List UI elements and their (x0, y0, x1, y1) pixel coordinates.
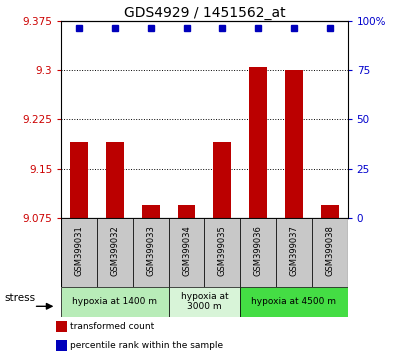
Bar (169, 287, 240, 317)
Bar (56, 340, 67, 351)
Bar (70, 142, 88, 218)
Text: percentile rank within the sample: percentile rank within the sample (70, 341, 223, 350)
Bar (61, 287, 169, 317)
Text: stress: stress (5, 293, 36, 303)
Bar (321, 205, 339, 218)
Bar (142, 205, 160, 218)
Text: GSM399031: GSM399031 (75, 225, 84, 276)
Text: transformed count: transformed count (70, 322, 154, 331)
Text: GSM399037: GSM399037 (290, 225, 298, 276)
Bar (61, 218, 97, 287)
Bar (205, 218, 240, 287)
Text: GSM399036: GSM399036 (254, 225, 263, 276)
Text: hypoxia at 1400 m: hypoxia at 1400 m (72, 297, 158, 306)
Bar (133, 218, 169, 287)
Bar (106, 142, 124, 218)
Text: GSM399035: GSM399035 (218, 225, 227, 276)
Bar (240, 218, 276, 287)
Text: hypoxia at
3000 m: hypoxia at 3000 m (181, 292, 228, 312)
Text: GSM399033: GSM399033 (146, 225, 155, 276)
Bar (276, 218, 312, 287)
Text: GSM399034: GSM399034 (182, 225, 191, 276)
Bar (213, 142, 231, 218)
Bar (312, 218, 348, 287)
Bar (178, 205, 196, 218)
Bar (240, 287, 348, 317)
Bar (249, 67, 267, 218)
Title: GDS4929 / 1451562_at: GDS4929 / 1451562_at (124, 6, 285, 20)
Text: hypoxia at 4500 m: hypoxia at 4500 m (251, 297, 337, 306)
Bar (285, 70, 303, 218)
Text: GSM399032: GSM399032 (111, 225, 119, 276)
Bar (56, 321, 67, 332)
Text: GSM399038: GSM399038 (325, 225, 334, 276)
Bar (97, 218, 133, 287)
Bar (169, 218, 205, 287)
